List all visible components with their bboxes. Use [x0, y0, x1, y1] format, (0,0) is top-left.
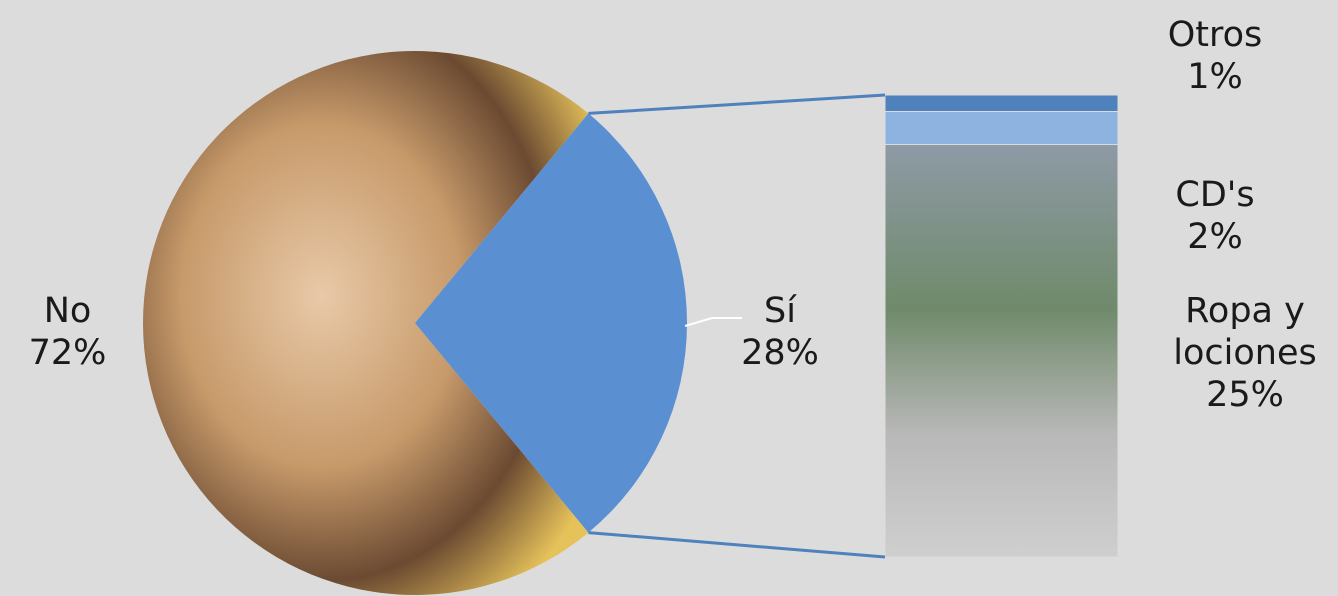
connector-line [588, 93, 886, 115]
leader-line [684, 317, 742, 327]
label-value: 28% [741, 333, 819, 373]
bar-label: Otros 1% [1140, 14, 1290, 98]
label-name: Sí [764, 291, 796, 331]
label-name: CD's [1175, 175, 1255, 215]
bar-label: CD's 2% [1140, 174, 1290, 258]
label-value: 1% [1187, 57, 1243, 97]
connector-line [588, 531, 886, 559]
label-name: Otros [1167, 15, 1263, 55]
label-name: Ropa y lociones [1173, 291, 1317, 373]
bar-segment [884, 111, 1119, 145]
pie-slice [143, 50, 589, 595]
bar-label: Ropa y lociones 25% [1150, 290, 1338, 416]
label-value: 2% [1187, 217, 1243, 257]
bar-segment [884, 94, 1119, 112]
slice-label: Sí 28% [715, 290, 845, 374]
bar-segment [884, 144, 1119, 558]
label-value: 72% [28, 333, 107, 373]
pie-slice [415, 113, 687, 533]
label-value: 25% [1206, 375, 1284, 415]
label-name: No [43, 291, 92, 331]
slice-label: No 72% [0, 290, 135, 374]
